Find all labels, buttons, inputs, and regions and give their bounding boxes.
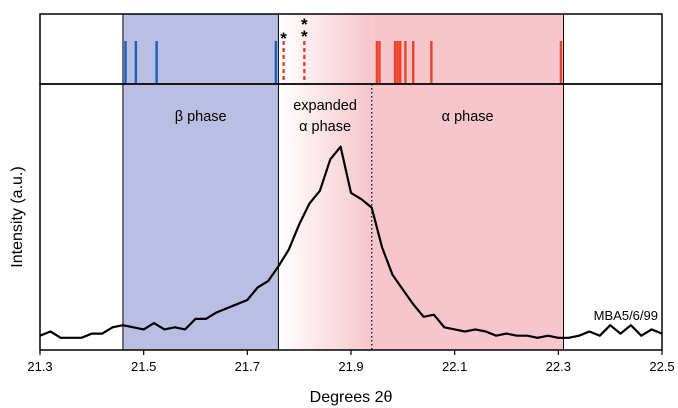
- x-axis-title: Degrees 2θ: [310, 389, 393, 406]
- region-1: [278, 14, 372, 350]
- star-label: *: [280, 29, 287, 48]
- intensity-line: [39, 145, 663, 339]
- x-tick-label: 21.3: [27, 359, 52, 374]
- region-labels: β phase expanded α phase α phase: [175, 98, 494, 135]
- x-axis-ticks: 21.3 21.5 21.7 21.9 22.1 22.3 22.5: [27, 350, 675, 374]
- beta-phase-label: β phase: [175, 109, 227, 125]
- data-series: [39, 145, 663, 339]
- x-tick-label: 21.5: [131, 359, 156, 374]
- alpha-phase-label: α phase: [442, 109, 494, 125]
- x-tick-label: 21.7: [235, 359, 260, 374]
- star-label: *: [301, 27, 308, 46]
- reference-marks: ***: [124, 15, 563, 84]
- region-0: [122, 14, 279, 350]
- y-axis-title: Intensity (a.u.): [9, 166, 26, 267]
- star-label: *: [301, 15, 308, 34]
- x-tick-label: 21.9: [338, 359, 363, 374]
- x-tick-label: 22.1: [442, 359, 467, 374]
- x-tick-label: 22.5: [649, 359, 674, 374]
- phase-regions: [122, 14, 565, 350]
- sample-label: MBA5/6/99: [594, 308, 658, 323]
- region-2: [371, 14, 564, 350]
- x-tick-label: 22.3: [546, 359, 571, 374]
- expanded-alpha-phase-label-line1: expanded: [293, 98, 357, 114]
- expanded-alpha-phase-label-line2: α phase: [299, 119, 351, 135]
